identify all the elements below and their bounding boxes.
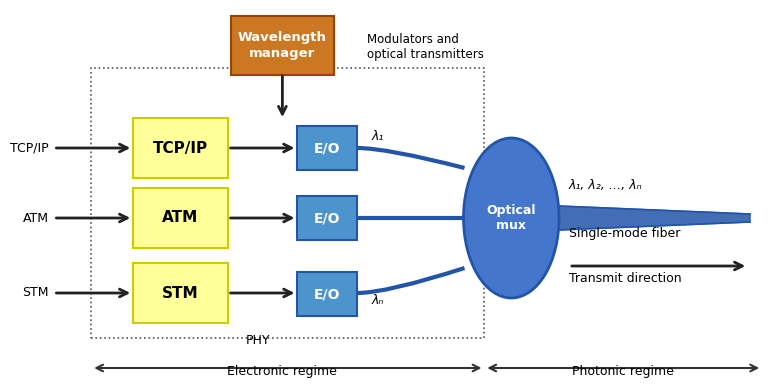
Polygon shape [559,206,750,230]
Text: ATM: ATM [162,211,198,225]
Text: E/O: E/O [314,287,340,301]
Text: λ₁, λ₂, …, λₙ: λ₁, λ₂, …, λₙ [569,180,642,192]
Text: Optical
mux: Optical mux [486,204,536,232]
Text: STM: STM [162,286,198,300]
Text: λ₁: λ₁ [372,130,384,142]
Text: Photonic regime: Photonic regime [572,365,674,378]
Text: TCP/IP: TCP/IP [10,142,49,154]
Text: ATM: ATM [22,211,49,225]
Text: TCP/IP: TCP/IP [153,140,208,156]
Text: Transmit direction: Transmit direction [569,272,682,284]
FancyBboxPatch shape [133,118,228,178]
Text: E/O: E/O [314,211,340,225]
Text: STM: STM [22,286,49,300]
Text: Electronic regime: Electronic regime [228,365,337,378]
FancyBboxPatch shape [297,126,357,170]
Text: Modulators and
optical transmitters: Modulators and optical transmitters [367,33,484,61]
Text: Wavelength
manager: Wavelength manager [238,31,327,59]
Text: λₙ: λₙ [372,293,384,307]
Text: PHY: PHY [245,334,269,348]
FancyBboxPatch shape [133,263,228,323]
Text: Single-mode fiber: Single-mode fiber [569,227,680,239]
Ellipse shape [463,138,559,298]
FancyBboxPatch shape [297,272,357,316]
Text: E/O: E/O [314,141,340,155]
FancyBboxPatch shape [133,188,228,248]
FancyBboxPatch shape [297,196,357,240]
FancyBboxPatch shape [231,16,334,75]
